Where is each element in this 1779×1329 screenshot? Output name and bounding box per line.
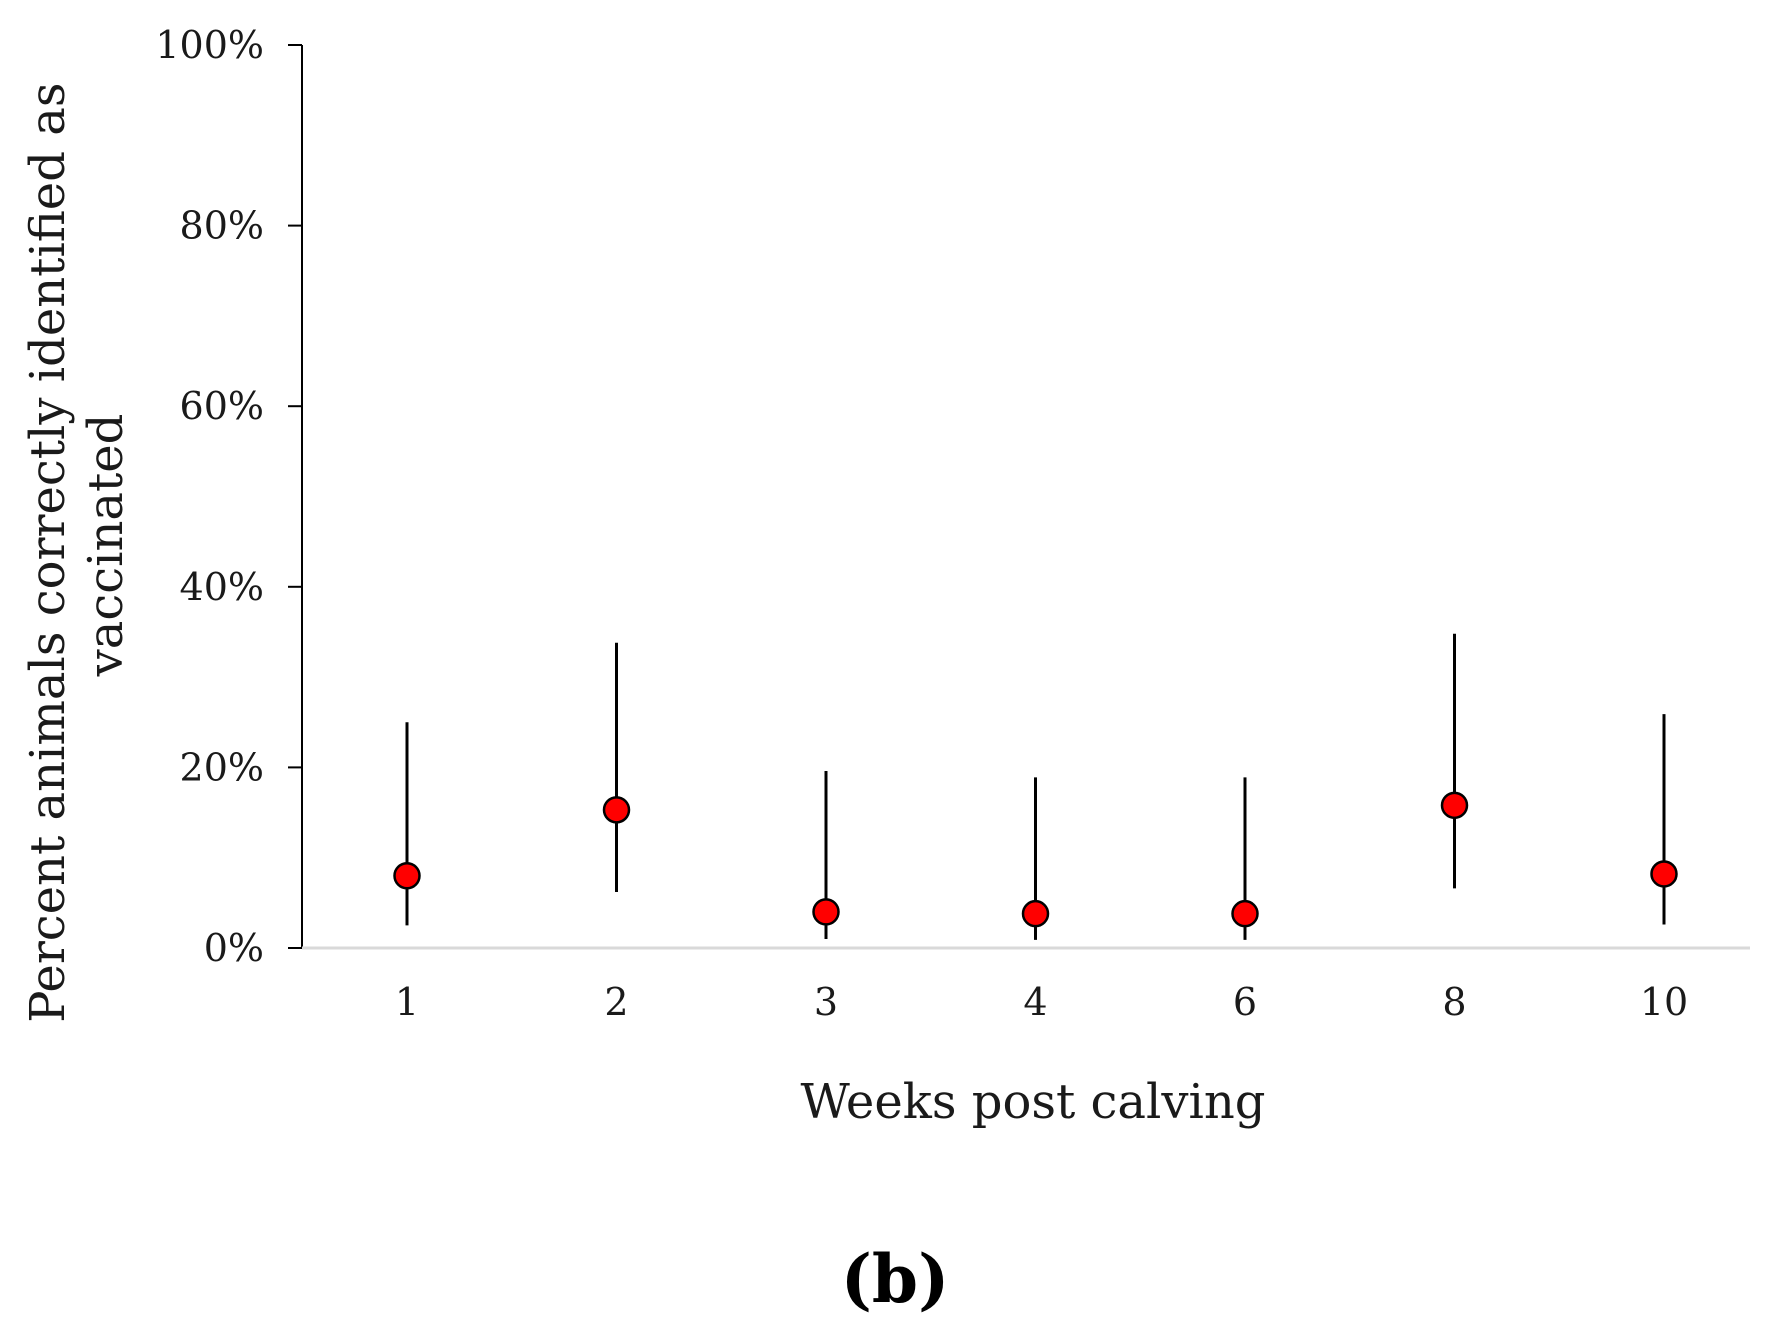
data-point [1021,899,1050,928]
data-points [393,791,1678,928]
y-axis-title-line-2: vaccinated [78,414,134,678]
y-tick-label: 0% [204,926,264,970]
data-point [602,796,631,824]
error-bars [405,633,1666,940]
y-tick-label: 40% [180,565,264,609]
data-point [1650,860,1678,888]
x-tick-label: 8 [1442,980,1466,1024]
data-point [1440,791,1469,820]
x-tick-label: 6 [1233,980,1257,1024]
y-tick-label: 60% [180,384,264,428]
data-point [812,898,840,926]
x-axis: 1 2 3 4 6 8 10 [302,946,1750,1024]
y-tick-label: 100% [155,23,264,67]
data-point [393,862,421,890]
x-tick-label: 4 [1023,980,1047,1024]
y-axis: 0% 20% 40% 60% 80% 100% [155,23,303,970]
y-axis-title-line-1: Percent animals correctly identified as [20,83,76,1023]
data-point [1231,899,1259,928]
x-tick-label: 2 [604,980,628,1024]
x-tick-label: 1 [395,980,419,1024]
y-tick-label: 80% [180,204,264,248]
x-tick-label: 3 [814,980,838,1024]
y-axis-title: Percent animals correctly identified as … [20,67,134,1022]
y-tick-label: 20% [180,745,264,789]
x-tick-label: 10 [1640,980,1688,1024]
x-axis-title: Weeks post calving [801,1074,1266,1130]
panel-label: (b) [841,1240,950,1318]
